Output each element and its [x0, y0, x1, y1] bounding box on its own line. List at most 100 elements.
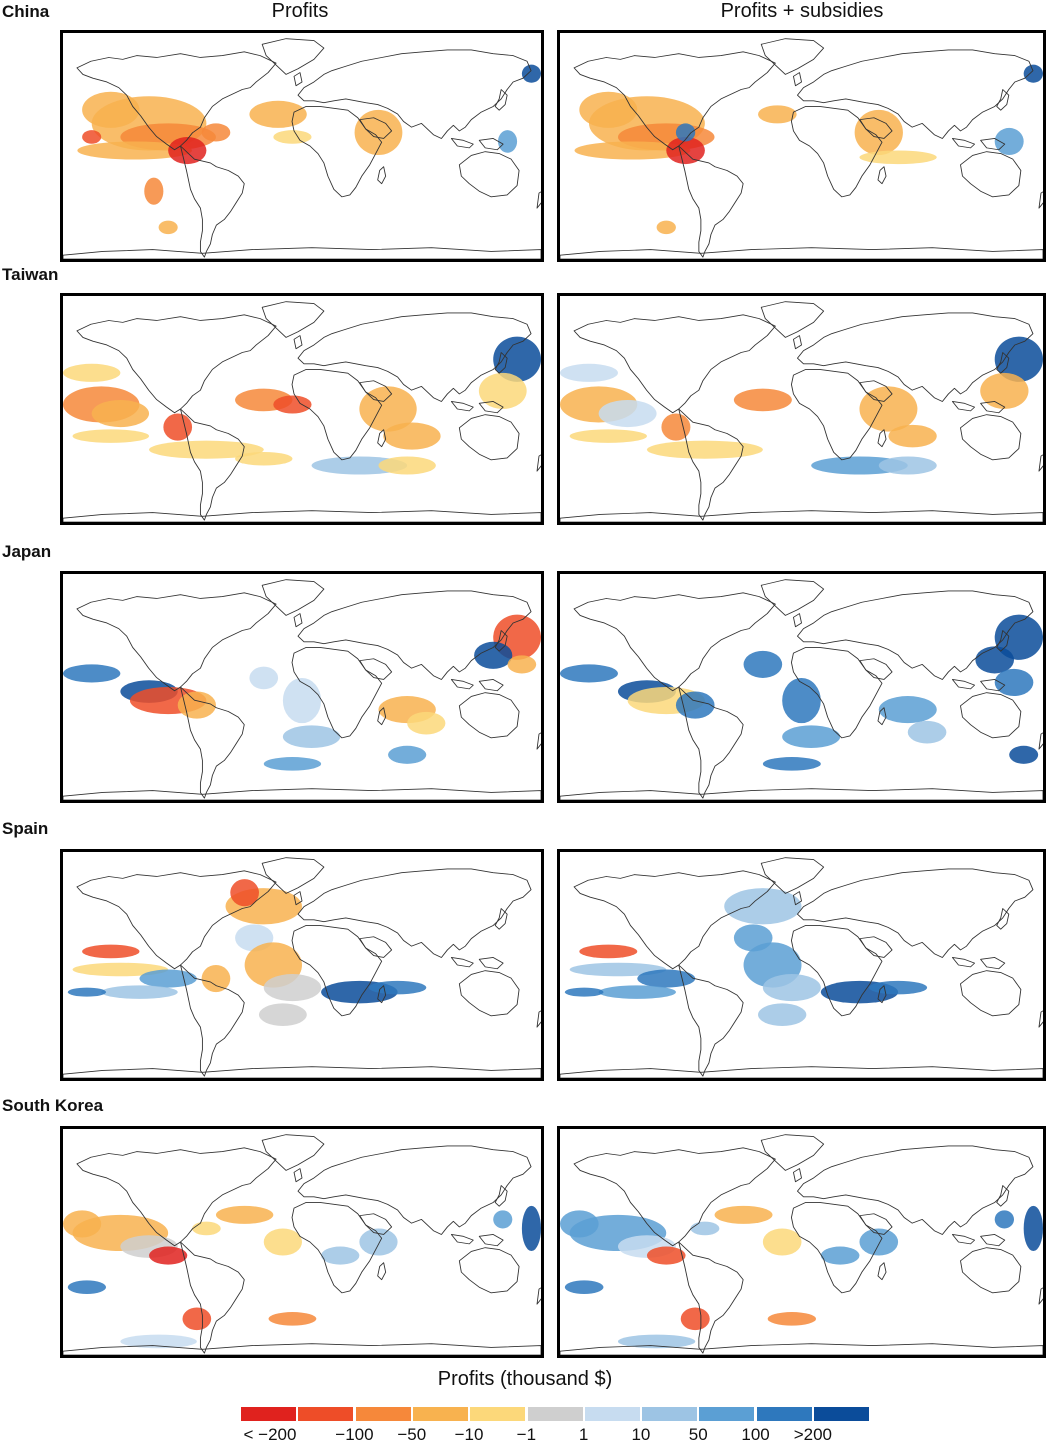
- profit-region: [82, 944, 140, 959]
- legend-tick-label: −100: [335, 1425, 374, 1444]
- profit-region: [321, 1246, 360, 1265]
- profit-region: [854, 109, 903, 156]
- profit-region: [383, 422, 441, 450]
- profit-region: [724, 888, 802, 925]
- legend-swatch: [642, 1407, 698, 1421]
- profit-region: [743, 650, 783, 678]
- profit-region: [230, 879, 259, 907]
- legend-swatch: [470, 1407, 526, 1421]
- profit-region: [690, 1221, 720, 1236]
- profit-region: [782, 725, 841, 749]
- profit-region: [579, 944, 638, 959]
- profit-region: [1023, 64, 1043, 83]
- legend-swatch: [355, 1407, 411, 1421]
- profit-region: [249, 666, 279, 690]
- map-panel-china-profits: [60, 30, 544, 262]
- profit-region: [675, 123, 696, 142]
- profit-region: [72, 429, 150, 443]
- legend-tick-label: 50: [688, 1425, 708, 1444]
- profit-region: [258, 1003, 307, 1027]
- profit-region: [215, 1205, 274, 1224]
- profit-region: [820, 1246, 860, 1265]
- profit-region: [762, 1228, 802, 1256]
- profit-region: [378, 456, 436, 475]
- profit-region: [994, 127, 1024, 156]
- profit-region: [273, 130, 312, 144]
- world-map: [560, 1134, 1043, 1355]
- profit-region: [201, 965, 231, 993]
- map-panel-taiwan-profits: [60, 293, 544, 525]
- profit-region: [646, 440, 763, 459]
- legend-tick-label: −50: [397, 1425, 427, 1444]
- legend-swatch: [814, 1407, 869, 1421]
- legend-tick-label: 1: [578, 1425, 589, 1444]
- profit-region: [878, 456, 937, 475]
- profit-region: [1023, 1205, 1043, 1252]
- row-label-china: China: [2, 2, 50, 21]
- profit-region: [714, 1205, 773, 1224]
- legend-tick-label: 10: [631, 1425, 651, 1444]
- legend-swatch: [412, 1407, 468, 1421]
- profit-region: [163, 413, 193, 441]
- profit-region: [994, 614, 1043, 660]
- profit-region: [762, 974, 821, 1002]
- profit-region: [507, 655, 537, 674]
- profit-region: [758, 1003, 807, 1027]
- profit-region: [63, 664, 121, 683]
- map-panel-japan-profits-subsidies: [557, 571, 1046, 803]
- profit-region: [478, 372, 527, 409]
- profit-region: [859, 150, 937, 165]
- row-label-taiwan: Taiwan: [2, 265, 59, 284]
- profit-region: [168, 136, 207, 165]
- legend-tick-label: −1: [516, 1425, 537, 1444]
- legend-tick-label: < −200: [243, 1425, 297, 1444]
- legend-swatch: [584, 1407, 640, 1421]
- legend-title: Profits (thousand $): [437, 1368, 613, 1390]
- profit-region: [666, 136, 705, 165]
- legend-tick-label: 100: [741, 1425, 770, 1444]
- world-map: [63, 1134, 541, 1355]
- column-header-profits: Profits: [271, 0, 329, 22]
- world-map: [560, 38, 1043, 259]
- profit-region: [994, 1210, 1015, 1229]
- profit-region: [407, 711, 446, 735]
- profit-region: [72, 962, 169, 977]
- profit-region: [680, 1307, 710, 1331]
- profit-region: [77, 141, 193, 160]
- map-panel-taiwan-profits-subsidies: [557, 293, 1046, 525]
- column-header-profits-subsidies: Profits + subsidies: [720, 0, 884, 22]
- profit-region: [782, 677, 821, 724]
- profit-region: [249, 100, 307, 128]
- profit-region: [273, 395, 312, 414]
- legend-tick-label: >200: [793, 1425, 832, 1444]
- profit-region: [201, 123, 231, 142]
- profit-region: [63, 363, 121, 382]
- world-map: [63, 579, 541, 800]
- profit-region: [888, 424, 937, 448]
- profit-region: [91, 399, 150, 428]
- profit-region: [149, 440, 264, 459]
- profit-region: [1009, 745, 1039, 764]
- profit-region: [994, 668, 1034, 697]
- legend-swatch: [298, 1407, 354, 1421]
- map-panel-china-profits-subsidies: [557, 30, 1046, 262]
- profit-region: [192, 1221, 221, 1236]
- map-panel-japan-profits: [60, 571, 544, 803]
- profit-region: [521, 1205, 541, 1252]
- profit-region: [368, 980, 427, 995]
- profit-region: [569, 429, 647, 443]
- legend-swatch: [699, 1407, 755, 1421]
- legend-swatch: [527, 1407, 583, 1421]
- profit-region: [975, 646, 1015, 674]
- profit-region: [120, 1334, 197, 1349]
- profit-region: [235, 451, 293, 466]
- world-map: [63, 301, 541, 522]
- profit-region: [182, 1307, 212, 1331]
- profit-region: [101, 985, 178, 999]
- profit-region: [149, 1246, 188, 1265]
- profit-region: [564, 1280, 604, 1294]
- world-map: [63, 857, 541, 1078]
- profit-region: [574, 141, 691, 160]
- row-label-japan: Japan: [2, 542, 52, 561]
- profit-region: [617, 1334, 696, 1349]
